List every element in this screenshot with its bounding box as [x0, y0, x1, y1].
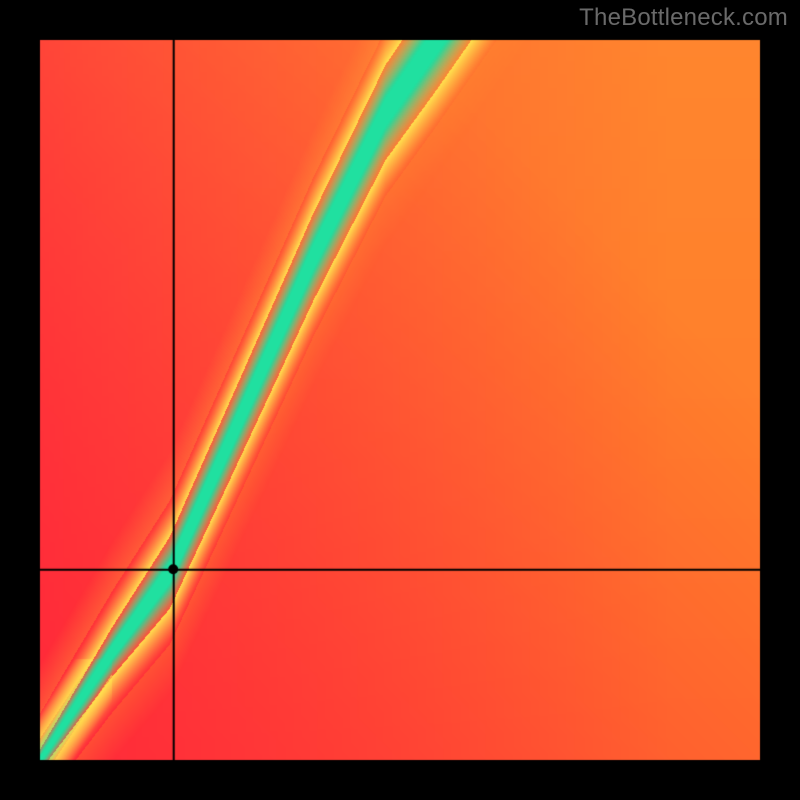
heatmap-canvas: [0, 0, 800, 800]
chart-container: TheBottleneck.com: [0, 0, 800, 800]
watermark-text: TheBottleneck.com: [579, 4, 788, 32]
